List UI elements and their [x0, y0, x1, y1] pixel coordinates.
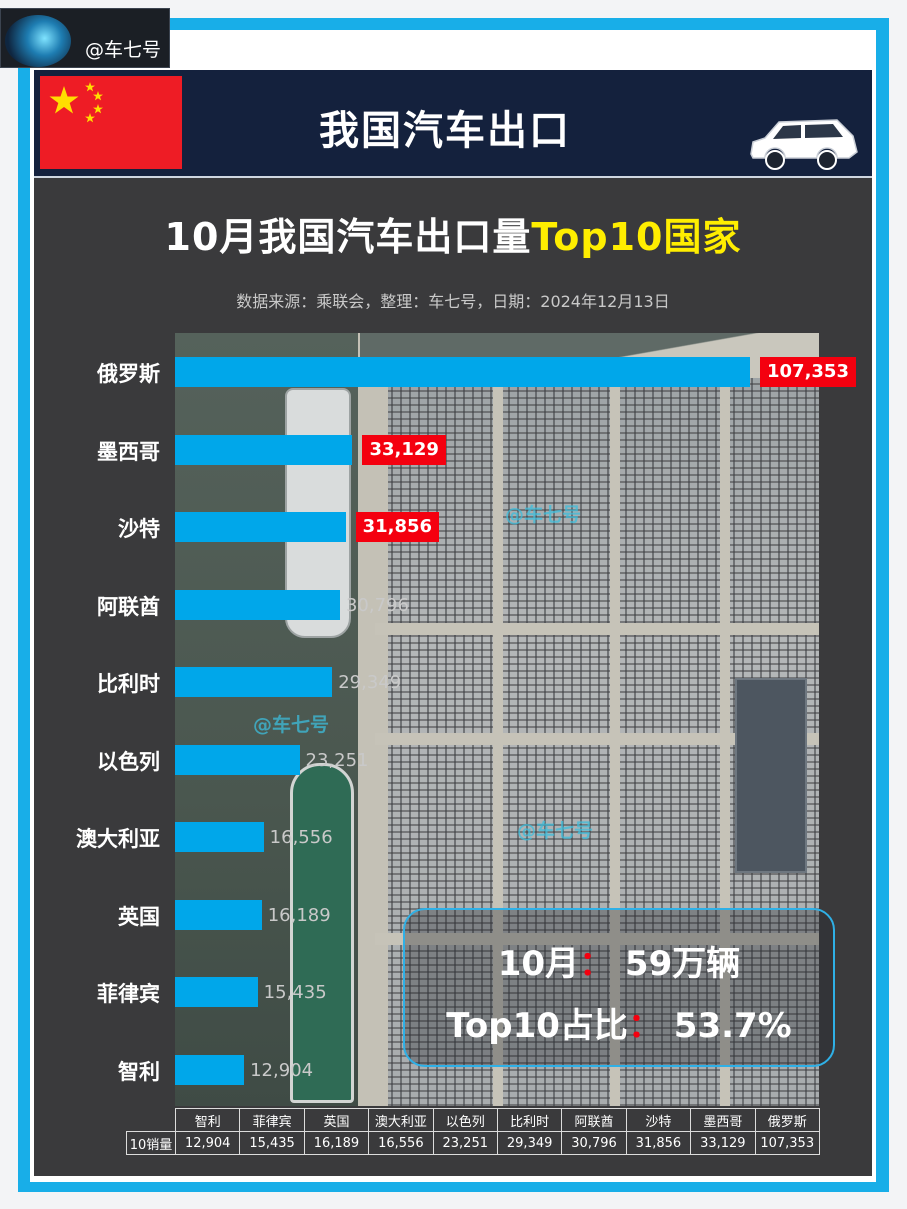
yard-road	[720, 378, 730, 1106]
category-label: 墨西哥	[97, 439, 160, 464]
yard-road	[610, 378, 620, 1106]
data-label: 16,556	[269, 827, 333, 848]
chart-title-main: 10月我国汽车出口量	[164, 215, 532, 259]
summary-colon: ：	[627, 1006, 662, 1046]
header-title: 我国汽车出口	[319, 108, 571, 154]
data-label: 31,856	[355, 512, 440, 542]
chart-subtitle: 数据来源：乘联会，整理：车七号，日期：2024年12月13日	[236, 292, 670, 311]
table-value-cell: 16,556	[368, 1131, 434, 1155]
summary-box: 10月： 59万辆 Top10占比： 53.7%	[403, 908, 835, 1067]
category-label: 以色列	[97, 749, 160, 774]
yard-road	[493, 378, 503, 1106]
category-label: 阿联酋	[97, 594, 160, 619]
table-header-cell: 沙特	[625, 1108, 692, 1132]
category-label: 俄罗斯	[97, 362, 160, 386]
table-header-cell: 智利	[174, 1108, 241, 1132]
watermark: @车七号	[253, 714, 330, 736]
watermark: @车七号	[505, 504, 582, 526]
table-value-cell: 12,904	[174, 1131, 241, 1155]
table-value-cell: 33,129	[690, 1131, 756, 1155]
data-label: 15,435	[263, 982, 327, 1003]
table-value-row: 10销量 12,904 15,435 16,189 16,556 23,251 29,349…	[126, 1131, 820, 1155]
bar	[175, 512, 346, 542]
bar	[175, 1054, 245, 1085]
table-header-cell: 阿联酋	[561, 1108, 627, 1132]
watermark: @车七号	[517, 820, 594, 842]
table-header-cell: 英国	[303, 1108, 370, 1132]
chart-title: 10月我国汽车出口量Top10国家	[34, 206, 872, 261]
table-value-cell: 15,435	[239, 1131, 305, 1155]
avatar	[5, 15, 71, 67]
table-header-cell: 以色列	[432, 1108, 498, 1132]
summary-share-label: Top10占比	[446, 1006, 628, 1046]
summary-line-share: Top10占比： 53.7%	[405, 998, 833, 1047]
yard-road	[375, 733, 819, 745]
data-table: 智利 菲律宾 英国 澳大利亚 以色列 比利时 阿联酋 沙特 墨西哥 俄罗斯 10销量 12,904 1…	[126, 1108, 820, 1155]
bar	[175, 667, 333, 697]
table-header-cell: 墨西哥	[690, 1108, 756, 1132]
category-label: 澳大利亚	[76, 827, 160, 851]
bar	[175, 977, 258, 1007]
category-label: 智利	[118, 1059, 160, 1084]
bar	[175, 899, 262, 930]
table-value-cell: 30,796	[561, 1131, 627, 1155]
summary-share-value: 53.7%	[673, 1006, 792, 1046]
suv-icon	[750, 119, 858, 170]
account-badge: @车七号	[0, 8, 170, 68]
table-value-cell: 107,353	[754, 1131, 820, 1155]
table-value-cell: 29,349	[496, 1131, 563, 1155]
bar	[175, 822, 264, 852]
bar	[175, 589, 340, 620]
data-label: 23,251	[305, 749, 369, 771]
summary-monthly-value: 59万辆	[624, 944, 741, 984]
ship-bottom	[290, 763, 354, 1103]
plot-area	[175, 333, 819, 1106]
bar	[175, 744, 300, 775]
table-header-cell: 比利时	[496, 1108, 563, 1132]
summary-colon: ：	[579, 944, 614, 984]
data-label: 29,349	[338, 672, 402, 693]
yard-road	[375, 933, 819, 945]
summary-line-monthly: 10月： 59万辆	[405, 936, 833, 985]
table-header-row: 智利 菲律宾 英国 澳大利亚 以色列 比利时 阿联酋 沙特 墨西哥 俄罗斯	[127, 1108, 820, 1132]
header-divider	[34, 176, 872, 178]
bar	[175, 357, 750, 387]
chart-title-highlight: Top10国家	[531, 215, 742, 259]
table-header-cell: 俄罗斯	[754, 1108, 820, 1132]
data-label: 30,796	[345, 594, 409, 616]
category-label: 沙特	[118, 517, 160, 541]
table-value-cell: 31,856	[625, 1131, 692, 1155]
table-corner	[127, 1109, 176, 1132]
bar	[175, 434, 353, 465]
table-header-cell: 菲律宾	[239, 1108, 305, 1132]
warehouse	[735, 678, 807, 873]
data-label: 33,129	[362, 434, 446, 465]
table-value-cell: 16,189	[303, 1131, 370, 1155]
table-header-cell: 澳大利亚	[368, 1108, 434, 1132]
account-handle: @车七号	[85, 39, 162, 61]
category-label: 菲律宾	[97, 982, 160, 1006]
data-label: 12,904	[250, 1059, 314, 1081]
china-flag-icon	[40, 76, 182, 169]
summary-monthly-label: 10月	[497, 944, 580, 984]
data-label: 16,189	[267, 904, 331, 926]
category-label: 比利时	[97, 672, 160, 696]
table-value-cell: 23,251	[432, 1131, 498, 1155]
table-row-label: 10销量	[126, 1131, 176, 1155]
yard-road	[375, 623, 819, 635]
category-label: 英国	[118, 904, 160, 929]
data-label: 107,353	[760, 357, 856, 387]
